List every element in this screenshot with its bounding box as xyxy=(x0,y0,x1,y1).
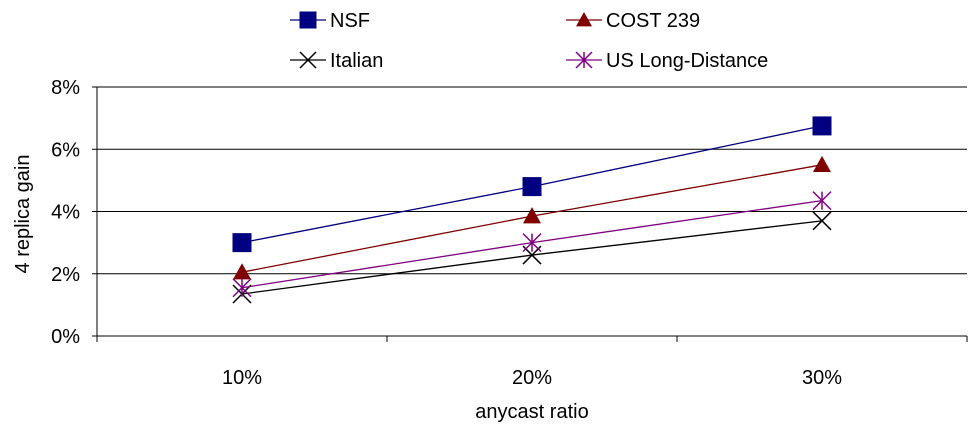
legend: NSF COST 239 Italian US Long-Distance xyxy=(290,10,768,72)
legend-marker xyxy=(575,51,593,69)
legend-label: US Long-Distance xyxy=(606,50,768,72)
legend-marker xyxy=(299,51,317,69)
y-tick-label: 6% xyxy=(51,139,80,161)
y-tick-labels: 0% 2% 4% 6% 8% xyxy=(51,77,80,348)
data-point xyxy=(813,155,831,173)
y-tick-label: 2% xyxy=(51,264,80,286)
data-point xyxy=(233,263,251,280)
data-point xyxy=(812,211,832,231)
y-tick-label: 0% xyxy=(51,326,80,348)
legend-label: NSF xyxy=(330,10,370,32)
data-point xyxy=(523,207,541,224)
axes xyxy=(96,87,967,337)
y-axis-title: 4 replica gain xyxy=(12,155,34,274)
data-point xyxy=(522,177,542,197)
x-tick-label: 30% xyxy=(802,367,842,389)
legend-marker xyxy=(576,12,592,27)
series xyxy=(232,116,832,304)
series-line xyxy=(241,220,823,295)
y-tick-label: 4% xyxy=(51,202,80,224)
data-point xyxy=(232,278,252,298)
y-tick-label: 8% xyxy=(51,77,80,99)
x-tick-label: 20% xyxy=(512,367,552,389)
legend-marker xyxy=(299,11,317,29)
legend-label: COST 239 xyxy=(606,10,700,32)
data-point xyxy=(812,191,832,211)
x-tick-labels: 10% 20% 30% xyxy=(222,367,842,389)
data-point xyxy=(812,116,832,136)
data-point xyxy=(232,233,252,253)
x-axis-title: anycast ratio xyxy=(475,401,588,423)
data-point xyxy=(522,233,542,253)
legend-label: Italian xyxy=(330,50,383,72)
x-tick-label: 10% xyxy=(222,367,262,389)
